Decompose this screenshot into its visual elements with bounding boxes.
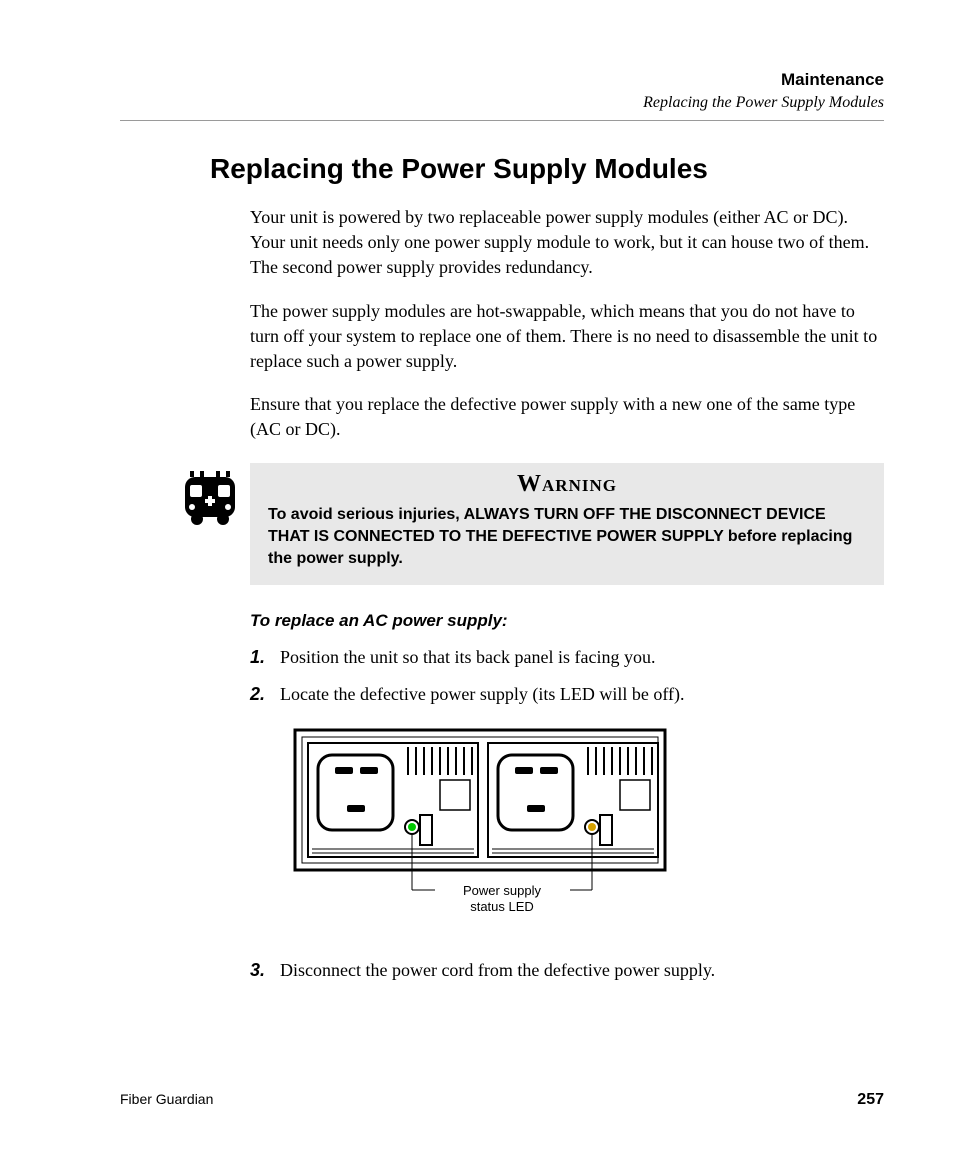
procedure-step: 1. Position the unit so that its back pa… [250, 645, 884, 670]
body-paragraph: The power supply modules are hot-swappab… [250, 299, 884, 375]
figure-callout-line2: status LED [470, 899, 534, 914]
warning-title: Warning [268, 471, 866, 498]
page-footer: Fiber Guardian 257 [120, 1091, 884, 1109]
body-paragraph: Your unit is powered by two replaceable … [250, 205, 884, 281]
header-rule [120, 120, 884, 121]
procedure-step: 2. Locate the defective power supply (it… [250, 682, 884, 707]
body-paragraph: Ensure that you replace the defective po… [250, 392, 884, 442]
step-number: 2. [250, 682, 280, 707]
warning-block: Warning To avoid serious injuries, ALWAY… [180, 463, 884, 585]
left-led [408, 823, 416, 831]
footer-product: Fiber Guardian [120, 1091, 213, 1109]
step-text: Locate the defective power supply (its L… [280, 682, 685, 707]
footer-page-number: 257 [857, 1091, 884, 1109]
chapter-title: Maintenance [120, 70, 884, 90]
right-led [588, 823, 596, 831]
figure-callout-line1: Power supply [463, 883, 542, 898]
step-text: Position the unit so that its back panel… [280, 645, 655, 670]
procedure-step: 3. Disconnect the power cord from the de… [250, 958, 884, 983]
step-number: 1. [250, 645, 280, 670]
step-number: 3. [250, 958, 280, 983]
step-text: Disconnect the power cord from the defec… [280, 958, 715, 983]
warning-text: To avoid serious injuries, ALWAYS TURN O… [268, 504, 866, 571]
power-supply-diagram: Power supply status LED [290, 725, 884, 930]
procedure-title: To replace an AC power supply: [250, 611, 884, 631]
ambulance-icon [180, 463, 250, 532]
page-heading: Replacing the Power Supply Modules [210, 153, 884, 185]
section-subtitle: Replacing the Power Supply Modules [120, 94, 884, 112]
